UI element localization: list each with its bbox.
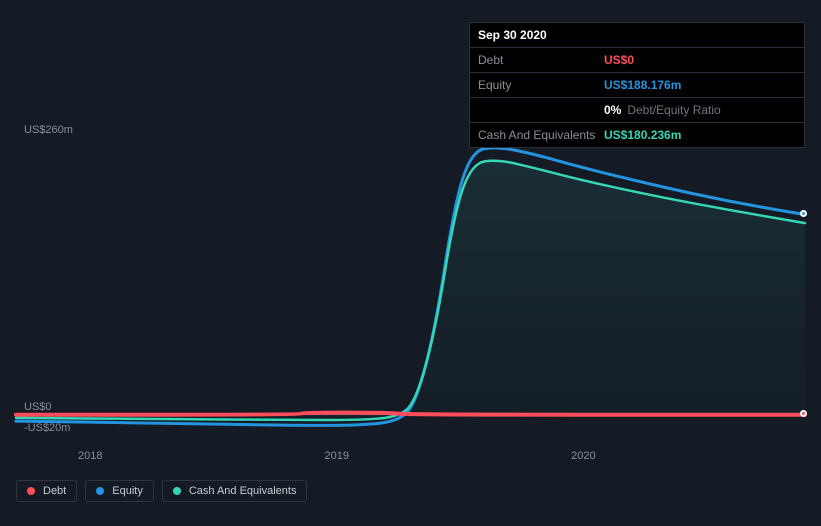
legend-label-debt: Debt — [43, 485, 66, 497]
legend: Debt Equity Cash And Equivalents — [16, 480, 307, 502]
tooltip-cash-value: US$180.236m — [604, 127, 796, 143]
tooltip-equity-value: US$188.176m — [604, 77, 796, 93]
tooltip-cash-label: Cash And Equivalents — [478, 127, 604, 143]
x-axis-label: 2018 — [78, 450, 102, 462]
x-axis-label: 2020 — [571, 450, 595, 462]
series-end-marker — [800, 210, 807, 217]
tooltip-ratio-pct: 0% — [604, 102, 621, 118]
tooltip-cash-row: Cash And Equivalents US$180.236m — [470, 123, 804, 147]
tooltip-debt-value: US$0 — [604, 52, 796, 68]
legend-item-equity[interactable]: Equity — [85, 480, 154, 502]
y-axis-label: US$260m — [24, 124, 73, 136]
legend-item-cash[interactable]: Cash And Equivalents — [162, 480, 308, 502]
x-axis-label: 2019 — [325, 450, 349, 462]
tooltip-debt-row: Debt US$0 — [470, 48, 804, 73]
tooltip-equity-row: Equity US$188.176m — [470, 73, 804, 98]
tooltip-equity-label: Equity — [478, 77, 604, 93]
y-axis-label: US$0 — [24, 401, 52, 413]
tooltip-ratio-row: 0% Debt/Equity Ratio — [470, 98, 804, 123]
legend-dot-equity — [96, 487, 104, 495]
tooltip-ratio-text: Debt/Equity Ratio — [627, 102, 720, 118]
tooltip-date-row: Sep 30 2020 — [470, 23, 804, 48]
plot-area[interactable] — [16, 138, 805, 436]
legend-label-equity: Equity — [112, 485, 143, 497]
legend-label-cash: Cash And Equivalents — [189, 485, 297, 497]
legend-item-debt[interactable]: Debt — [16, 480, 77, 502]
legend-dot-cash — [173, 487, 181, 495]
chart-container: { "tooltip": { "date": "Sep 30 2020", "r… — [0, 0, 821, 526]
series-end-marker — [800, 410, 807, 417]
tooltip-debt-label: Debt — [478, 52, 604, 68]
tooltip-date: Sep 30 2020 — [478, 27, 604, 43]
tooltip-box: Sep 30 2020 Debt US$0 Equity US$188.176m… — [469, 22, 805, 148]
legend-dot-debt — [27, 487, 35, 495]
plot-svg — [16, 138, 805, 436]
y-axis-label: -US$20m — [24, 422, 70, 434]
ratio-spacer — [478, 102, 604, 118]
